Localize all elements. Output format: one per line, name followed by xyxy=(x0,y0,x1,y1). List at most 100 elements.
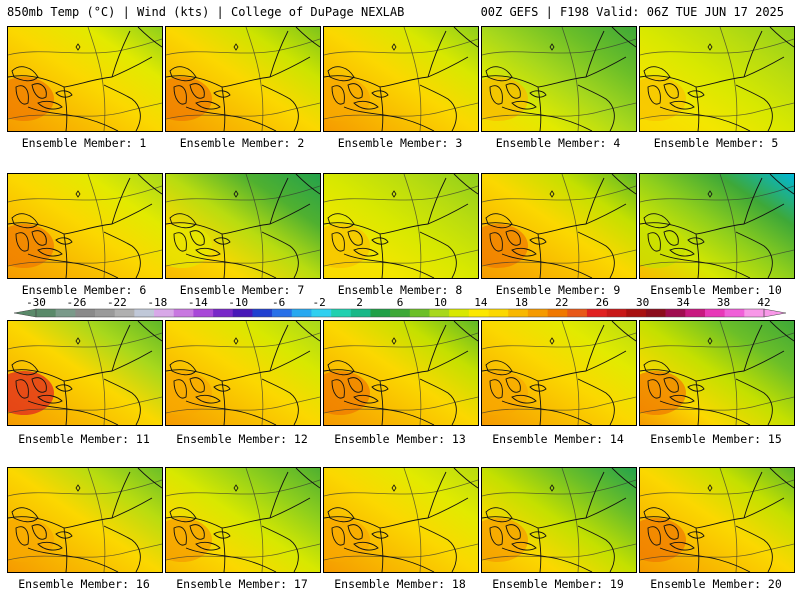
colorbar-segment xyxy=(429,309,450,317)
lake-outline xyxy=(173,379,187,399)
wind-contour xyxy=(166,543,320,561)
state-border xyxy=(185,547,277,572)
colorbar-tick-label: 10 xyxy=(433,296,448,309)
state-border xyxy=(269,177,289,225)
state-border xyxy=(769,174,794,195)
wind-contour xyxy=(324,543,478,561)
station-marker xyxy=(391,43,397,51)
wind-contour xyxy=(719,174,738,278)
warm-core xyxy=(166,224,212,268)
wind-contour xyxy=(324,479,478,497)
member-map-13 xyxy=(323,320,479,426)
wind-contour xyxy=(403,321,422,425)
colorbar-tick-label: -26 xyxy=(66,296,87,309)
warm-core xyxy=(324,371,370,415)
warm-core xyxy=(166,518,212,562)
temperature-field xyxy=(482,468,636,572)
lake-outline xyxy=(37,541,63,551)
wind-contour xyxy=(482,543,636,561)
lake-outline xyxy=(353,100,379,110)
warm-core xyxy=(8,371,54,415)
state-border xyxy=(137,468,162,489)
lake-outline xyxy=(31,524,47,540)
temperature-field xyxy=(166,321,320,425)
member-label-18: Ensemble Member: 18 xyxy=(334,577,466,591)
lake-outline xyxy=(643,213,671,229)
state-border xyxy=(501,400,593,425)
lake-outline xyxy=(371,90,389,98)
member-label-17: Ensemble Member: 17 xyxy=(176,577,308,591)
member-map-19 xyxy=(481,467,637,573)
state-border xyxy=(269,324,289,372)
lake-outline xyxy=(511,541,537,551)
lake-outline xyxy=(485,360,513,376)
lake-outline xyxy=(11,507,39,523)
colorbar-segment xyxy=(134,309,155,317)
temperature-field xyxy=(640,321,794,425)
state-border xyxy=(501,547,593,572)
lake-outline xyxy=(331,85,345,105)
colorbar-outline xyxy=(35,308,765,318)
lake-outline xyxy=(331,232,345,252)
colorbar-tick-label: 34 xyxy=(676,296,690,309)
lake-outline xyxy=(55,531,73,539)
colorbar-tick-label: -2 xyxy=(312,296,326,309)
temperature-field xyxy=(8,174,162,278)
state-border xyxy=(419,378,457,425)
lake-outline xyxy=(505,230,521,246)
state-border xyxy=(111,177,131,225)
lake-outline xyxy=(169,507,197,523)
temperature-field xyxy=(324,321,478,425)
state-border xyxy=(453,468,478,489)
temperature-field xyxy=(640,27,794,131)
state-border xyxy=(585,30,605,78)
lake-outline xyxy=(11,213,39,229)
wind-contour xyxy=(324,396,478,414)
state-border xyxy=(185,106,277,131)
state-border xyxy=(577,378,615,425)
wind-contour xyxy=(87,27,106,131)
state-border xyxy=(343,253,435,278)
lake-outline xyxy=(55,384,73,392)
state-border xyxy=(769,468,794,489)
lake-outline xyxy=(31,230,47,246)
colorbar-tick-label: 2 xyxy=(356,296,363,309)
state-border xyxy=(659,547,751,572)
state-border xyxy=(611,321,636,342)
member-label-6: Ensemble Member: 6 xyxy=(21,283,147,297)
lake-outline xyxy=(31,377,47,393)
colorbar-segment xyxy=(527,309,548,317)
lake-outline xyxy=(647,526,661,546)
temperature-field xyxy=(166,468,320,572)
temperature-field xyxy=(482,27,636,131)
lake-outline xyxy=(15,526,29,546)
state-border xyxy=(103,231,141,278)
wind-contour xyxy=(166,38,320,56)
lake-outline xyxy=(687,384,705,392)
temperature-colorbar xyxy=(14,308,786,318)
wind-contour xyxy=(640,543,794,561)
colorbar-segment xyxy=(75,309,96,317)
colorbar-segment xyxy=(173,309,194,317)
lake-outline xyxy=(643,507,671,523)
warm-core xyxy=(8,224,54,268)
lake-outline xyxy=(353,394,379,404)
colorbar-min-arrow xyxy=(14,308,37,318)
lake-outline xyxy=(15,379,29,399)
warm-core xyxy=(324,518,370,562)
member-map-7 xyxy=(165,173,321,279)
lake-outline xyxy=(31,83,47,99)
lake-outline xyxy=(669,100,695,110)
header-title: 850mb Temp (°C) | Wind (kts) | College o… xyxy=(7,5,405,19)
lake-outline xyxy=(55,90,73,98)
lake-outline xyxy=(687,90,705,98)
wind-contour xyxy=(719,468,738,572)
lake-outline xyxy=(37,394,63,404)
state-border xyxy=(735,378,773,425)
state-border xyxy=(735,525,773,572)
lake-outline xyxy=(505,83,521,99)
member-map-3 xyxy=(323,26,479,132)
colorbar-segment xyxy=(409,309,430,317)
state-border xyxy=(27,106,119,131)
member-label-14: Ensemble Member: 14 xyxy=(492,432,624,446)
